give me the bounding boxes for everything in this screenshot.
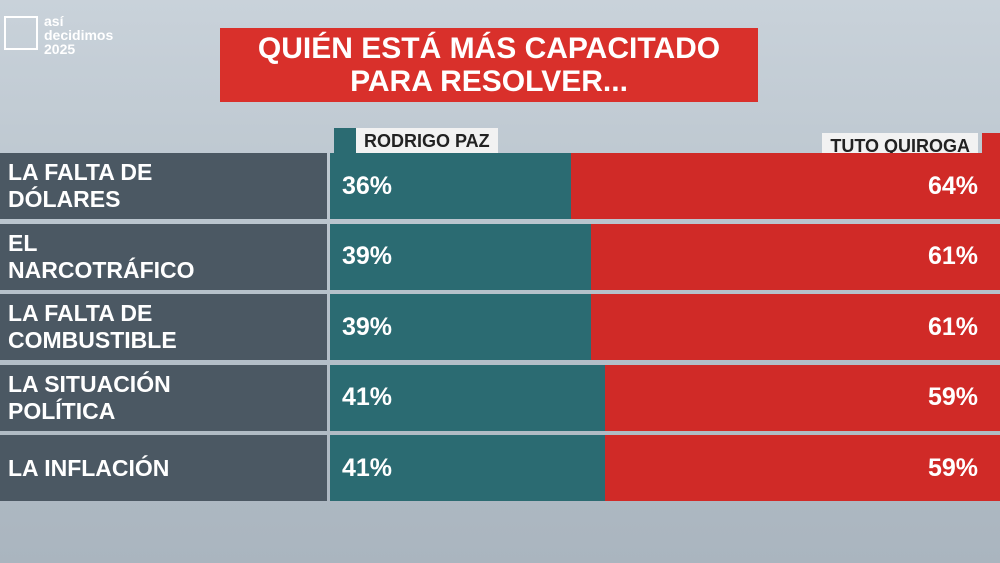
value-label: 39% [342,312,393,341]
value-label: 61% [928,312,979,341]
bar [330,364,605,431]
bar [330,435,605,501]
legend-swatch [982,133,1000,159]
legend-label: RODRIGO PAZ [356,128,498,154]
logo: así decidimos 2025 [44,14,113,56]
value-label: 61% [928,242,979,270]
value-label: 59% [928,383,979,411]
bar [604,435,1000,501]
logo-text: así [44,13,64,29]
category-label: LA FALTA DE COMBUSTIBLE [0,294,327,360]
legend-swatch [334,128,356,154]
category-label: LA FALTA DE DÓLARES [0,153,327,219]
chart-title: QUIÉN ESTÁ MÁS CAPACITADO PARA RESOLVER.… [220,28,758,102]
bar [330,153,572,219]
value-label: 36% [342,171,393,200]
title-line: PARA RESOLVER... [350,65,628,98]
category-label: EL NARCOTRÁFICO [0,223,327,290]
title-line: QUIÉN ESTÁ MÁS CAPACITADO [257,32,721,65]
bar [330,223,592,290]
value-label: 64% [928,171,979,200]
value-label: 59% [928,453,979,482]
category-label: LA INFLACIÓN [0,435,327,501]
bar [604,364,1000,431]
bar [571,153,1000,219]
value-label: 39% [342,242,393,270]
bar [591,223,1000,290]
logo-icon [4,16,38,50]
logo-text: 2025 [44,41,76,57]
bar [330,294,592,360]
value-label: 41% [342,453,393,482]
bar [591,294,1000,360]
value-label: 41% [342,383,393,411]
category-label: LA SITUACIÓN POLÍTICA [0,364,327,431]
logo-text: decidimos [44,27,114,43]
